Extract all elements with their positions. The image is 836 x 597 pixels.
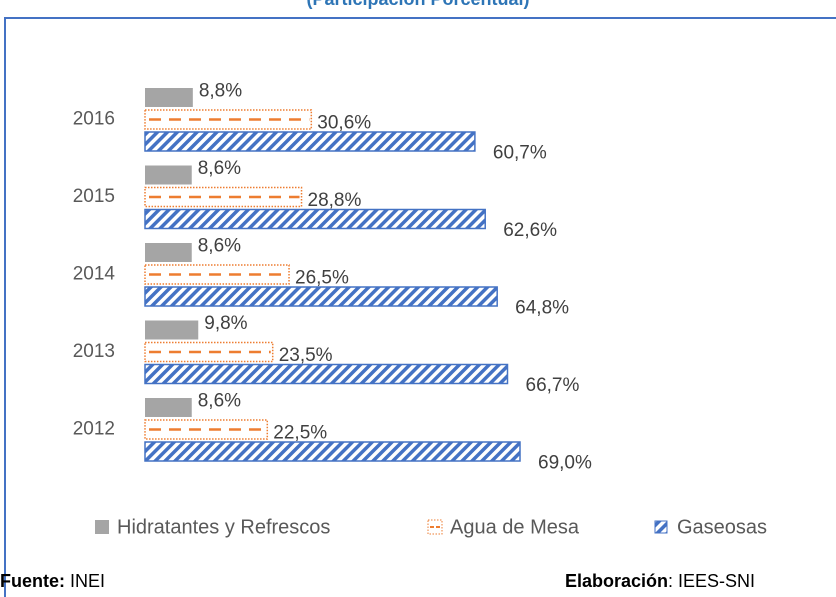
legend-swatch <box>654 520 668 534</box>
bar-fill <box>144 441 521 462</box>
bar-fill <box>145 165 192 185</box>
credit: : IEES-SNI <box>668 571 755 591</box>
bar <box>144 419 269 440</box>
data-label: 22,5% <box>273 423 327 444</box>
data-label: 64,8% <box>515 298 569 319</box>
source: INEI <box>70 571 105 591</box>
footer-source: Fuente: INEI <box>0 571 105 591</box>
bar-fill <box>144 186 303 208</box>
bar <box>145 165 192 185</box>
credit-label: Elaboración <box>565 571 668 591</box>
legend-label: Agua de Mesa <box>450 516 580 538</box>
data-label: 69,0% <box>538 453 592 474</box>
data-label: 8,8% <box>199 81 242 102</box>
bar <box>144 131 476 152</box>
bar-fill <box>144 286 498 307</box>
data-label: 8,6% <box>198 236 241 257</box>
bar <box>145 88 193 107</box>
bar-fill <box>145 88 193 107</box>
bar-fill <box>145 243 192 262</box>
data-label: 26,5% <box>295 268 349 289</box>
data-label: 62,6% <box>503 220 557 241</box>
data-label: 9,8% <box>204 313 247 334</box>
data-label: 23,5% <box>279 345 333 366</box>
data-label: 60,7% <box>493 143 547 164</box>
legend-swatch <box>427 519 443 535</box>
data-label: 28,8% <box>308 190 362 211</box>
bar-fill <box>144 131 476 152</box>
bar <box>144 363 509 385</box>
bar <box>145 320 199 340</box>
legend-item: Agua de Mesa <box>427 516 580 538</box>
y-tick-label: 2012 <box>73 419 115 440</box>
bar <box>144 208 486 230</box>
bar <box>144 441 521 462</box>
bar <box>145 243 192 262</box>
data-label: 8,6% <box>198 158 241 179</box>
chart-border <box>4 17 836 597</box>
bar <box>144 264 290 285</box>
data-label: 30,6% <box>317 113 371 134</box>
source-label: Fuente: <box>0 571 65 591</box>
y-tick-label: 2013 <box>73 341 115 362</box>
bar-fill <box>144 341 274 363</box>
legend-label: Hidratantes y Refrescos <box>117 516 330 538</box>
bar-fill <box>144 419 269 440</box>
bar-fill <box>145 398 192 417</box>
y-tick-label: 2014 <box>73 264 116 285</box>
bar-fill <box>144 208 486 230</box>
y-tick-label: 2015 <box>73 186 115 207</box>
bar <box>144 341 274 363</box>
bar-fill <box>145 320 199 340</box>
legend-swatch <box>95 520 109 534</box>
bar <box>144 186 303 208</box>
bar-fill <box>144 109 313 130</box>
footer: Fuente: INEI Elaboración: IEES-SNI <box>0 571 755 591</box>
legend-label: Gaseosas <box>677 516 767 538</box>
legend-item: Hidratantes y Refrescos <box>95 516 330 538</box>
footer-credit: Elaboración: IEES-SNI <box>565 571 755 591</box>
bar <box>145 398 192 417</box>
bar-fill <box>144 363 509 385</box>
bar <box>144 286 498 307</box>
legend-item: Gaseosas <box>654 516 767 538</box>
y-tick-label: 2016 <box>73 109 115 130</box>
chart-title: (Participación Porcentual) <box>306 0 529 9</box>
data-label: 8,6% <box>198 391 241 412</box>
bar <box>144 109 313 130</box>
data-label: 66,7% <box>526 375 580 396</box>
